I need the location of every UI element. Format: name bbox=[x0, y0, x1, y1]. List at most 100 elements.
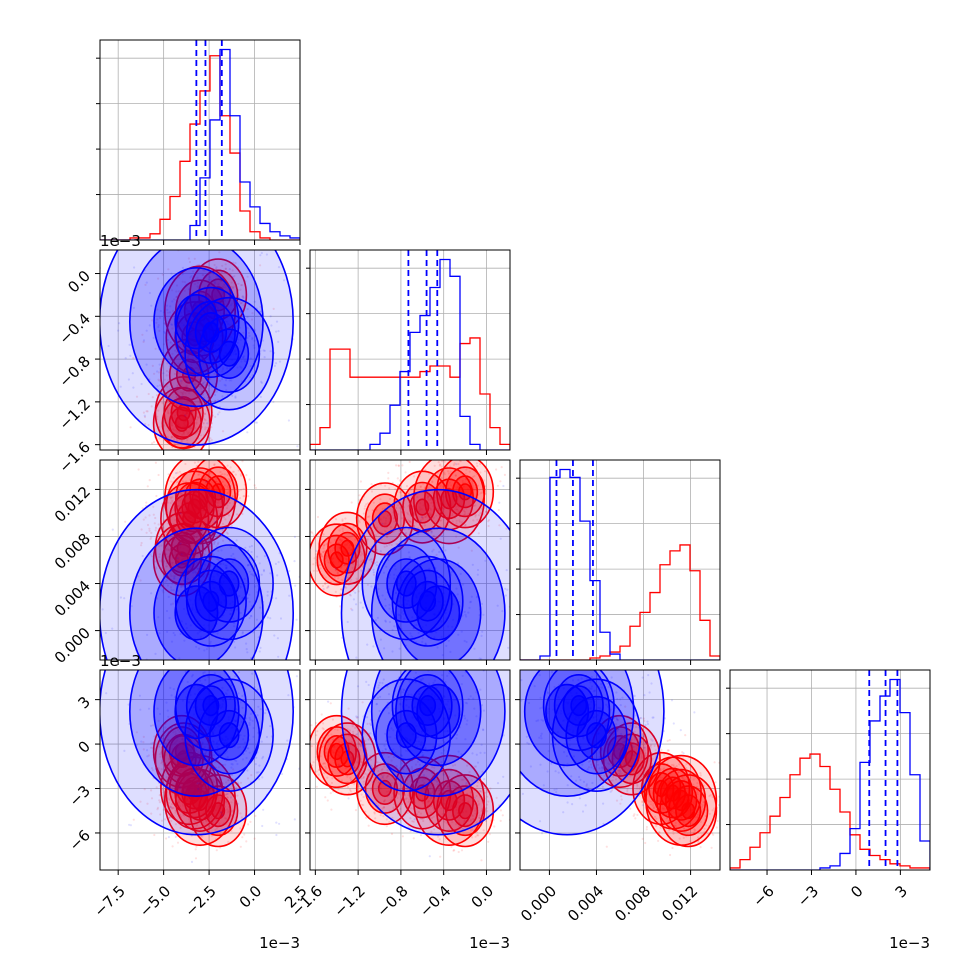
scatter-point bbox=[179, 391, 182, 394]
scatter-point bbox=[207, 278, 210, 282]
scatter-point bbox=[152, 505, 155, 508]
scatter-point bbox=[170, 435, 173, 439]
scatter-point bbox=[197, 567, 200, 570]
scatter-point bbox=[195, 645, 198, 648]
scatter-point bbox=[175, 390, 178, 393]
scatter-point bbox=[231, 470, 234, 473]
scatter-point bbox=[201, 354, 204, 357]
scatter-point bbox=[395, 522, 398, 525]
scatter-point bbox=[180, 472, 183, 476]
scatter-point bbox=[172, 589, 175, 592]
scatter-point bbox=[524, 593, 526, 595]
scatter-point bbox=[184, 284, 187, 287]
scatter-point bbox=[176, 499, 179, 502]
scatter-point bbox=[207, 285, 210, 288]
scatter-point bbox=[174, 472, 178, 475]
scatter-point bbox=[179, 512, 182, 515]
scatter-point bbox=[269, 350, 272, 353]
scatter-point bbox=[221, 264, 224, 267]
scatter-point bbox=[231, 494, 234, 498]
scatter-point bbox=[261, 323, 264, 326]
scatter-point bbox=[205, 567, 208, 570]
scatter-point bbox=[169, 305, 172, 308]
scatter-point bbox=[191, 408, 194, 411]
scatter-point bbox=[182, 411, 185, 414]
scatter-point bbox=[221, 334, 224, 337]
scatter-point bbox=[252, 344, 255, 347]
scatter-point bbox=[334, 567, 337, 571]
scatter-point bbox=[209, 227, 211, 229]
histogram-series-1 bbox=[100, 48, 300, 240]
scatter-point bbox=[209, 319, 212, 322]
scatter-point bbox=[129, 354, 132, 357]
scatter-point bbox=[370, 490, 374, 493]
scatter-point bbox=[182, 324, 185, 327]
scatter-point bbox=[181, 380, 184, 383]
scatter-point bbox=[167, 412, 170, 415]
scatter-point bbox=[279, 617, 283, 620]
scatter-point bbox=[149, 537, 152, 541]
scatter-point bbox=[275, 821, 278, 824]
scatter-point bbox=[503, 473, 506, 476]
density-contour-series-1 bbox=[153, 267, 240, 377]
scatter-point bbox=[187, 353, 190, 356]
scatter-point bbox=[227, 490, 230, 493]
scatter-point bbox=[213, 543, 216, 546]
scatter-point bbox=[359, 601, 362, 604]
scatter-point bbox=[241, 836, 244, 839]
scatter-point bbox=[186, 309, 189, 312]
scatter-point bbox=[408, 460, 411, 464]
scatter-point bbox=[175, 296, 178, 299]
scatter-point bbox=[164, 401, 167, 404]
scatter-point bbox=[171, 499, 174, 503]
scatter-point bbox=[232, 332, 235, 335]
scatter-point bbox=[209, 377, 212, 380]
scatter-point bbox=[222, 516, 225, 519]
scatter-point bbox=[201, 568, 204, 571]
scatter-point bbox=[222, 286, 225, 289]
scatter-point bbox=[74, 619, 76, 621]
scatter-point bbox=[210, 426, 213, 429]
scatter-point bbox=[385, 501, 389, 504]
scatter-point bbox=[424, 553, 427, 556]
scatter-point bbox=[465, 640, 468, 644]
scatter-point bbox=[185, 537, 188, 540]
scatter-point bbox=[219, 520, 222, 523]
scatter-point bbox=[175, 405, 178, 408]
scatter-point bbox=[199, 580, 202, 583]
scatter-point bbox=[188, 517, 191, 520]
scatter-point bbox=[91, 599, 93, 601]
scatter-point bbox=[219, 339, 222, 342]
scatter-point bbox=[215, 557, 218, 560]
scatter-point bbox=[203, 320, 206, 323]
scatter-point bbox=[171, 327, 174, 330]
scatter-point bbox=[172, 631, 175, 635]
scatter-point bbox=[172, 488, 175, 491]
scatter-point bbox=[203, 343, 206, 346]
scatter-point bbox=[169, 501, 172, 505]
scatter-point bbox=[220, 270, 223, 273]
scatter-point bbox=[187, 516, 190, 519]
scatter-point bbox=[151, 396, 154, 399]
scatter-point bbox=[202, 485, 205, 488]
scatter-point bbox=[226, 532, 229, 535]
scatter-point bbox=[132, 306, 135, 309]
scatter-point bbox=[172, 428, 175, 431]
scatter-point bbox=[171, 300, 174, 303]
scatter-point bbox=[517, 547, 519, 549]
scatter-point bbox=[262, 808, 265, 811]
scatter-point bbox=[132, 818, 135, 821]
scatter-point bbox=[171, 845, 174, 848]
scatter-point bbox=[239, 365, 242, 368]
scatter-point bbox=[201, 509, 205, 512]
scatter-point bbox=[219, 299, 222, 302]
scatter-point bbox=[178, 549, 181, 552]
scatter-point bbox=[246, 587, 249, 591]
scatter-point bbox=[217, 282, 220, 285]
scatter-point bbox=[184, 425, 187, 428]
scatter-point bbox=[180, 396, 183, 399]
scatter-point bbox=[190, 327, 193, 330]
scatter-point bbox=[207, 520, 211, 523]
scatter-point bbox=[174, 392, 177, 396]
scatter-point bbox=[180, 493, 183, 496]
